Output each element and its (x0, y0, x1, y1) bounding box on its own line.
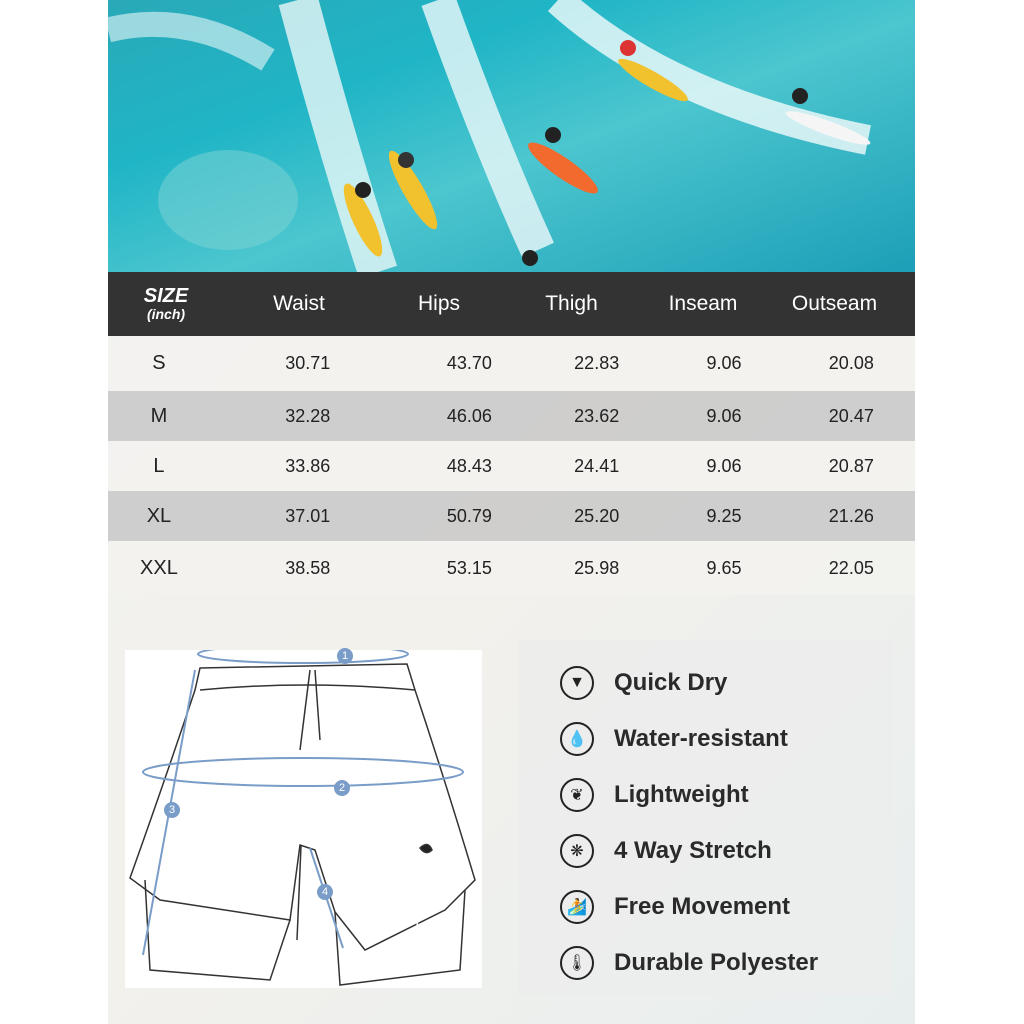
measurement-value: 21.26 (828, 505, 874, 526)
measurement-value: 9.65 (706, 557, 742, 578)
quick-dry-icon: ▼ (560, 666, 594, 700)
measurement-value: 48.43 (446, 455, 492, 476)
water-drops-icon: 💧 (560, 722, 594, 756)
size-table-header: SIZE (inch) Waist Hips Thigh Inseam Outs… (108, 272, 915, 336)
size-label: M (150, 404, 168, 427)
measurement-value: 50.79 (446, 505, 492, 526)
feature-list: ▼ Quick Dry 💧 Water-resistant ❦ Lightweight ❋ 4… (518, 640, 893, 995)
feature-label: Water-resistant (614, 725, 788, 752)
measurement-value: 9.06 (706, 455, 742, 476)
size-label: XL (146, 504, 172, 527)
measurement-value: 23.62 (574, 405, 620, 426)
size-label: L (153, 454, 165, 477)
column-header-hips: Hips (417, 292, 460, 315)
feature-item: 🌡 Durable Polyester (560, 946, 818, 980)
column-header-inseam: Inseam (668, 292, 738, 315)
size-label: S (152, 352, 166, 374)
size-row: M 32.28 46.06 23.62 9.06 20.47 (108, 391, 915, 441)
measurement-value: 32.28 (285, 405, 331, 426)
measurement-value: 46.06 (446, 405, 492, 426)
feature-label: Free Movement (614, 893, 791, 920)
measurement-value: 33.86 (285, 455, 331, 476)
feature-item: ❦ Lightweight (560, 778, 749, 812)
measurement-value: 24.41 (574, 455, 620, 476)
leaf-icon: ❦ (560, 778, 594, 812)
measurement-value: 37.01 (285, 505, 331, 526)
size-row: L 33.86 48.43 24.41 9.06 20.87 (108, 441, 915, 491)
size-label: XXL (140, 556, 178, 579)
column-header-outseam: Outseam (791, 292, 878, 315)
measurement-value: 20.87 (828, 455, 874, 476)
measurement-value: 22.83 (574, 353, 620, 373)
surfing-photo (108, 0, 915, 272)
measurement-value: 38.58 (285, 557, 331, 578)
feature-item: 💧 Water-resistant (560, 722, 788, 756)
stretch-fabric-icon: ❋ (560, 834, 594, 868)
column-header-thigh: Thigh (545, 292, 598, 315)
measurement-marker-1: 1 (337, 648, 353, 664)
shorts-measurement-diagram: 1 2 3 4 (125, 644, 482, 988)
feature-label: Lightweight (614, 781, 749, 808)
measurement-value: 20.47 (828, 405, 874, 426)
measurement-value: 53.15 (446, 557, 492, 578)
feature-label: 4 Way Stretch (614, 837, 772, 864)
feature-item: ❋ 4 Way Stretch (560, 834, 772, 868)
feature-item: ▼ Quick Dry (560, 666, 727, 700)
measurement-value: 30.71 (285, 353, 331, 373)
measurement-value: 9.06 (706, 353, 742, 373)
measurement-value: 43.70 (446, 353, 492, 373)
measurement-value: 9.25 (706, 505, 742, 526)
measurement-value: 20.08 (828, 353, 874, 373)
column-header-waist: Waist (273, 292, 325, 315)
surfer-icon: 🏄 (560, 890, 594, 924)
measurement-value: 22.05 (828, 557, 874, 578)
measurement-marker-4: 4 (317, 884, 333, 900)
size-column-header: SIZE (inch) (143, 285, 189, 323)
measurement-marker-3: 3 (164, 802, 180, 818)
size-row: XL 37.01 50.79 25.20 9.25 21.26 (108, 491, 915, 541)
thermometer-icon: 🌡 (560, 946, 594, 980)
size-chart-graphic: SIZE (inch) Waist Hips Thigh Inseam Outs… (108, 0, 915, 1024)
size-row: XXL 38.58 53.15 25.98 9.65 22.05 (108, 541, 915, 595)
measurement-marker-2: 2 (334, 780, 350, 796)
measurement-value: 9.06 (706, 405, 742, 426)
measurement-value: 25.98 (574, 557, 620, 578)
feature-label: Durable Polyester (614, 949, 819, 976)
feature-label: Quick Dry (614, 669, 728, 696)
measurement-value: 25.20 (574, 505, 620, 526)
size-row: S 30.71 43.70 22.83 9.06 20.08 (108, 336, 915, 391)
feature-item: 🏄 Free Movement (560, 890, 790, 924)
